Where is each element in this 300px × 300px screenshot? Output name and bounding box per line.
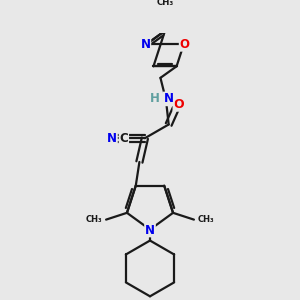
Text: H: H <box>150 92 160 105</box>
Text: CH₃: CH₃ <box>86 215 102 224</box>
Text: N: N <box>140 38 150 51</box>
Text: N: N <box>145 224 155 236</box>
Text: CH₃: CH₃ <box>198 215 214 224</box>
Text: O: O <box>173 98 184 111</box>
Text: N: N <box>107 132 117 145</box>
Text: CH₃: CH₃ <box>156 0 174 7</box>
Text: O: O <box>180 38 190 51</box>
Text: C: C <box>119 132 128 145</box>
Text: N: N <box>164 92 174 105</box>
